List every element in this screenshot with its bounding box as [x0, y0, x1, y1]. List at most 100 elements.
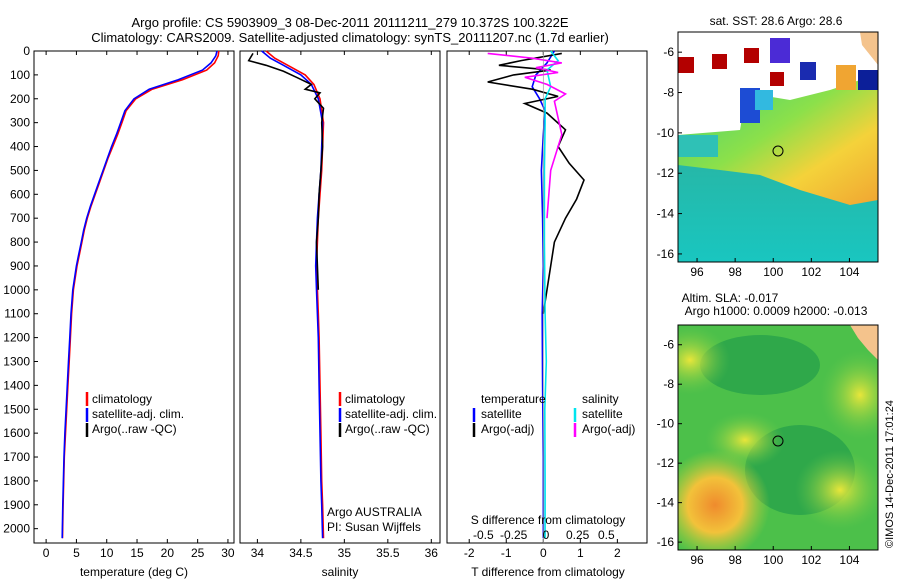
x-tick-label: 20: [161, 546, 175, 560]
map-x-tick-label: 104: [839, 553, 859, 567]
difference-xlabel-top: S difference from climatology: [471, 513, 626, 527]
series-line-satellite-adj-clim-: [61, 50, 218, 539]
map-y-tick-label: -14: [657, 207, 675, 221]
map-x-tick-label: 104: [839, 265, 859, 279]
sst-map-title: sat. SST: 28.6 Argo: 28.6: [710, 14, 843, 28]
depth-axis: 0 100 200 300 400 500 600 700 800 900 1000 1100 1200…: [3, 44, 38, 536]
series-line-argo-raw-qc-: [247, 52, 325, 290]
x-tick-label: 34.5: [289, 546, 313, 560]
y-tick-label: 100: [10, 68, 30, 82]
title-line1: Argo profile: CS 5903909_3 08-Dec-2011 2…: [131, 15, 568, 30]
temperature-x-axis: 0 5 10 15 20 25 30: [43, 51, 235, 560]
map-y-tick-label: -8: [663, 86, 674, 100]
map-y-tick-label: -12: [657, 166, 675, 180]
y-tick-label: 800: [10, 235, 30, 249]
y-tick-label: 2000: [3, 522, 30, 536]
y-tick-label: 200: [10, 92, 30, 106]
y-tick-label: 1100: [4, 307, 30, 321]
x-tick-label: 0: [43, 546, 50, 560]
y-tick-label: 1200: [3, 331, 30, 345]
sla-map-panel: Altim. SLA: -0.017 Argo h1000: 0.0009 h2…: [657, 291, 879, 567]
s-tick-5: 0.5: [598, 528, 615, 542]
x-tick-label: 1: [577, 546, 584, 560]
legend-label-climatology: climatology: [345, 392, 405, 406]
legend-label-t-argo: Argo(-adj): [481, 422, 534, 436]
series-line-t-satellite: [531, 50, 556, 539]
legend-group-salinity: salinity: [582, 392, 619, 406]
y-tick-label: 1600: [3, 426, 30, 440]
y-tick-label: 0: [23, 44, 30, 58]
y-tick-label: 700: [10, 211, 30, 225]
map-y-tick-label: -16: [657, 247, 675, 261]
sst-argo-marker: [772, 145, 784, 157]
map-y-tick-label: -12: [657, 456, 675, 470]
map-y-tick-label: -16: [657, 535, 675, 549]
s-tick-2: -0.25: [500, 528, 528, 542]
y-tick-label: 1700: [3, 450, 30, 464]
x-tick-label: 34: [251, 546, 265, 560]
x-tick-label: 15: [130, 546, 144, 560]
y-tick-label: 400: [10, 140, 30, 154]
map-x-tick-label: 102: [801, 553, 821, 567]
sla-map-axes: 96 98 100 102 104 -6 -8 -10 -12 -14 -16: [657, 338, 860, 567]
y-tick-label: 1300: [3, 354, 30, 368]
legend-label-t-satellite: satellite: [481, 407, 522, 421]
copyright-stamp: ©IMOS 14-Dec-2011 17:01:24: [884, 400, 896, 548]
y-tick-label: 600: [10, 187, 30, 201]
sst-map-field: [678, 32, 878, 262]
y-tick-label: 1000: [3, 283, 30, 297]
annotation-pi: PI: Susan Wijffels: [327, 520, 421, 534]
y-tick-label: 1900: [3, 498, 30, 512]
temperature-panel: 0100200300400500600700800900100011001200…: [3, 44, 235, 579]
map-x-tick-label: 98: [728, 265, 742, 279]
x-tick-label: 30: [221, 546, 235, 560]
map-x-tick-label: 100: [763, 265, 783, 279]
series-line-s-argo-adj-: [487, 52, 568, 219]
y-tick-label: 300: [10, 116, 30, 130]
map-x-tick-label: 96: [690, 553, 704, 567]
series-line-climatology: [265, 50, 325, 539]
legend-label-satellite: satellite-adj. clim.: [92, 407, 184, 421]
temperature-series: [61, 50, 220, 539]
sst-map-frame: [677, 31, 879, 263]
map-y-tick-label: -6: [663, 45, 674, 59]
difference-panel: -2 -1 0 1 2 S difference from climatology -0…: [446, 50, 648, 579]
sla-map-frame: [677, 324, 879, 551]
difference-x-axis: -2 -1 0 1 2: [464, 51, 621, 560]
sla-argo-marker: [772, 435, 784, 447]
salinity-axes-frame: [239, 50, 441, 544]
x-tick-label: 25: [191, 546, 205, 560]
legend-label-s-satellite: satellite: [582, 407, 623, 421]
temperature-xlabel: temperature (deg C): [80, 565, 188, 579]
map-x-tick-label: 100: [763, 553, 783, 567]
difference-axes-frame: [446, 50, 648, 544]
x-tick-label: 5: [73, 546, 80, 560]
x-tick-label: -2: [464, 546, 475, 560]
map-x-tick-label: 98: [728, 553, 742, 567]
salinity-panel: 34 34.5 35 35.5 36 salinity climatology sate…: [239, 50, 441, 579]
series-line-satellite-adj-clim-: [261, 50, 324, 539]
salinity-series: [247, 50, 325, 539]
sst-map-panel: sat. SST: 28.6 Argo: 28.6 96 98 100 102 104 -…: [657, 14, 879, 279]
map-y-tick-label: -6: [663, 338, 674, 352]
x-tick-label: 35.5: [376, 546, 400, 560]
s-tick-4: 0.25: [566, 528, 590, 542]
temperature-legend: climatology satellite-adj. clim. Argo(..…: [85, 392, 184, 437]
y-tick-label: 1400: [3, 378, 30, 392]
map-y-tick-label: -10: [657, 126, 675, 140]
legend-label-argo: Argo(..raw -QC): [345, 422, 430, 436]
y-tick-label: 1800: [3, 474, 30, 488]
sla-title-line2: Argo h1000: 0.0009 h2000: -0.013: [685, 304, 868, 318]
temperature-axes-frame: [33, 50, 235, 544]
sla-title-line1: Altim. SLA: -0.017: [682, 291, 779, 305]
legend-label-argo: Argo(..raw -QC): [92, 422, 177, 436]
map-x-tick-label: 102: [801, 265, 821, 279]
difference-legend: temperature salinity satellite Argo(-adj…: [472, 392, 635, 437]
difference-series: [487, 50, 585, 543]
x-tick-label: 36: [425, 546, 439, 560]
x-tick-label: 35: [338, 546, 352, 560]
annotation-argo-australia: Argo AUSTRALIA: [327, 505, 422, 519]
salinity-legend: climatology satellite-adj. clim. Argo(..…: [338, 392, 437, 437]
salinity-x-axis: 34 34.5 35 35.5 36: [251, 51, 439, 560]
